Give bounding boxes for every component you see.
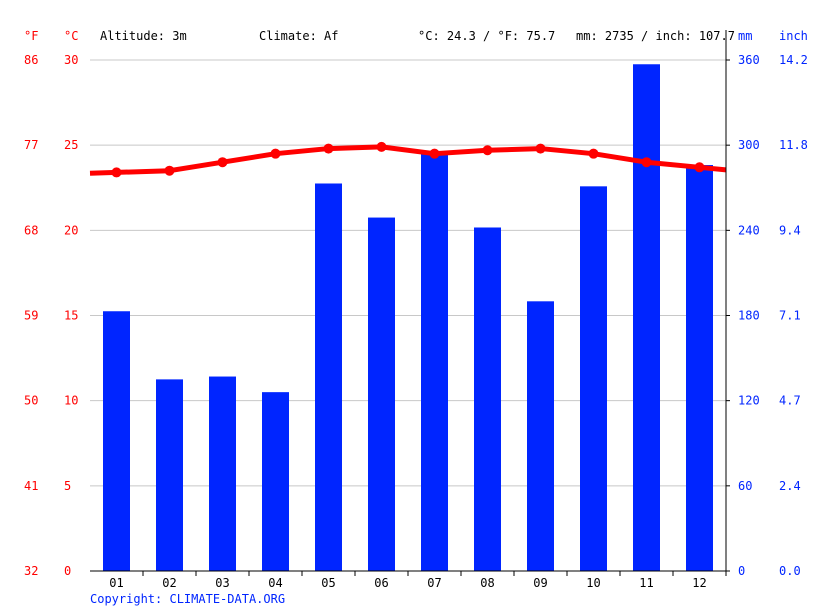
celsius-tick: 5 bbox=[64, 479, 71, 493]
precip-bar bbox=[103, 311, 130, 571]
temperature-point bbox=[694, 162, 705, 173]
climate-class: Climate: Af bbox=[259, 29, 338, 43]
month-label: 10 bbox=[586, 576, 600, 590]
inch-unit: inch bbox=[779, 29, 808, 43]
mm-tick: 180 bbox=[738, 309, 760, 323]
precip-bar bbox=[156, 379, 183, 571]
temperature-point bbox=[429, 148, 440, 159]
mm-unit: mm bbox=[738, 29, 752, 43]
inch-tick: 2.4 bbox=[779, 479, 801, 493]
month-label: 11 bbox=[639, 576, 653, 590]
temperature-point bbox=[164, 165, 175, 176]
month-label: 02 bbox=[162, 576, 176, 590]
temperature-point bbox=[641, 157, 652, 168]
precip-bar bbox=[368, 217, 395, 571]
mm-tick: 0 bbox=[738, 564, 745, 578]
celsius-tick: 10 bbox=[64, 394, 78, 408]
mm-tick: 120 bbox=[738, 394, 760, 408]
mm-tick: 300 bbox=[738, 138, 760, 152]
precip-bar bbox=[633, 64, 660, 571]
celsius-tick: 20 bbox=[64, 223, 78, 237]
temperature-point bbox=[323, 143, 334, 154]
fahrenheit-tick: 32 bbox=[24, 564, 38, 578]
altitude: Altitude: 3m bbox=[100, 29, 187, 43]
copyright[interactable]: Copyright: CLIMATE-DATA.ORG bbox=[90, 592, 285, 606]
mm-tick: 60 bbox=[738, 479, 752, 493]
celsius-tick: 15 bbox=[64, 309, 78, 323]
temperature-point bbox=[270, 148, 281, 159]
celsius-tick: 30 bbox=[64, 53, 78, 67]
temperature-point bbox=[376, 141, 387, 152]
precip-bar bbox=[421, 152, 448, 571]
precip-total: mm: 2735 / inch: 107.7 bbox=[576, 29, 735, 43]
fahrenheit-tick: 77 bbox=[24, 138, 38, 152]
inch-tick: 14.2 bbox=[779, 53, 808, 67]
inch-tick: 9.4 bbox=[779, 223, 801, 237]
inch-tick: 4.7 bbox=[779, 394, 801, 408]
fahrenheit-tick: 68 bbox=[24, 223, 38, 237]
inch-tick: 11.8 bbox=[779, 138, 808, 152]
temperature-point bbox=[111, 167, 122, 178]
temp-average: °C: 24.3 / °F: 75.7 bbox=[418, 29, 555, 43]
celsius-tick: 0 bbox=[64, 564, 71, 578]
precip-bar bbox=[315, 183, 342, 571]
precip-bar bbox=[262, 392, 289, 571]
month-label: 12 bbox=[692, 576, 706, 590]
fahrenheit-unit: °F bbox=[24, 29, 38, 43]
month-label: 07 bbox=[427, 576, 441, 590]
precip-bar bbox=[209, 376, 236, 571]
inch-tick: 0.0 bbox=[779, 564, 801, 578]
temperature-line bbox=[89, 144, 727, 176]
month-label: 04 bbox=[268, 576, 282, 590]
mm-tick: 240 bbox=[738, 223, 760, 237]
temperature-point bbox=[217, 157, 228, 168]
precip-bar bbox=[527, 301, 554, 571]
temperature-point bbox=[588, 148, 599, 159]
month-label: 08 bbox=[480, 576, 494, 590]
precip-bar bbox=[686, 165, 713, 572]
month-label: 05 bbox=[321, 576, 335, 590]
precip-bar bbox=[474, 227, 501, 571]
fahrenheit-tick: 86 bbox=[24, 53, 38, 67]
fahrenheit-tick: 50 bbox=[24, 394, 38, 408]
fahrenheit-tick: 59 bbox=[24, 309, 38, 323]
celsius-tick: 25 bbox=[64, 138, 78, 152]
inch-tick: 7.1 bbox=[779, 309, 801, 323]
temperature-point bbox=[482, 145, 493, 156]
precip-bar bbox=[580, 186, 607, 571]
month-label: 09 bbox=[533, 576, 547, 590]
celsius-unit: °C bbox=[64, 29, 78, 43]
month-label: 06 bbox=[374, 576, 388, 590]
fahrenheit-tick: 41 bbox=[24, 479, 38, 493]
mm-tick: 360 bbox=[738, 53, 760, 67]
temperature-point bbox=[535, 143, 546, 154]
month-label: 03 bbox=[215, 576, 229, 590]
month-label: 01 bbox=[109, 576, 123, 590]
